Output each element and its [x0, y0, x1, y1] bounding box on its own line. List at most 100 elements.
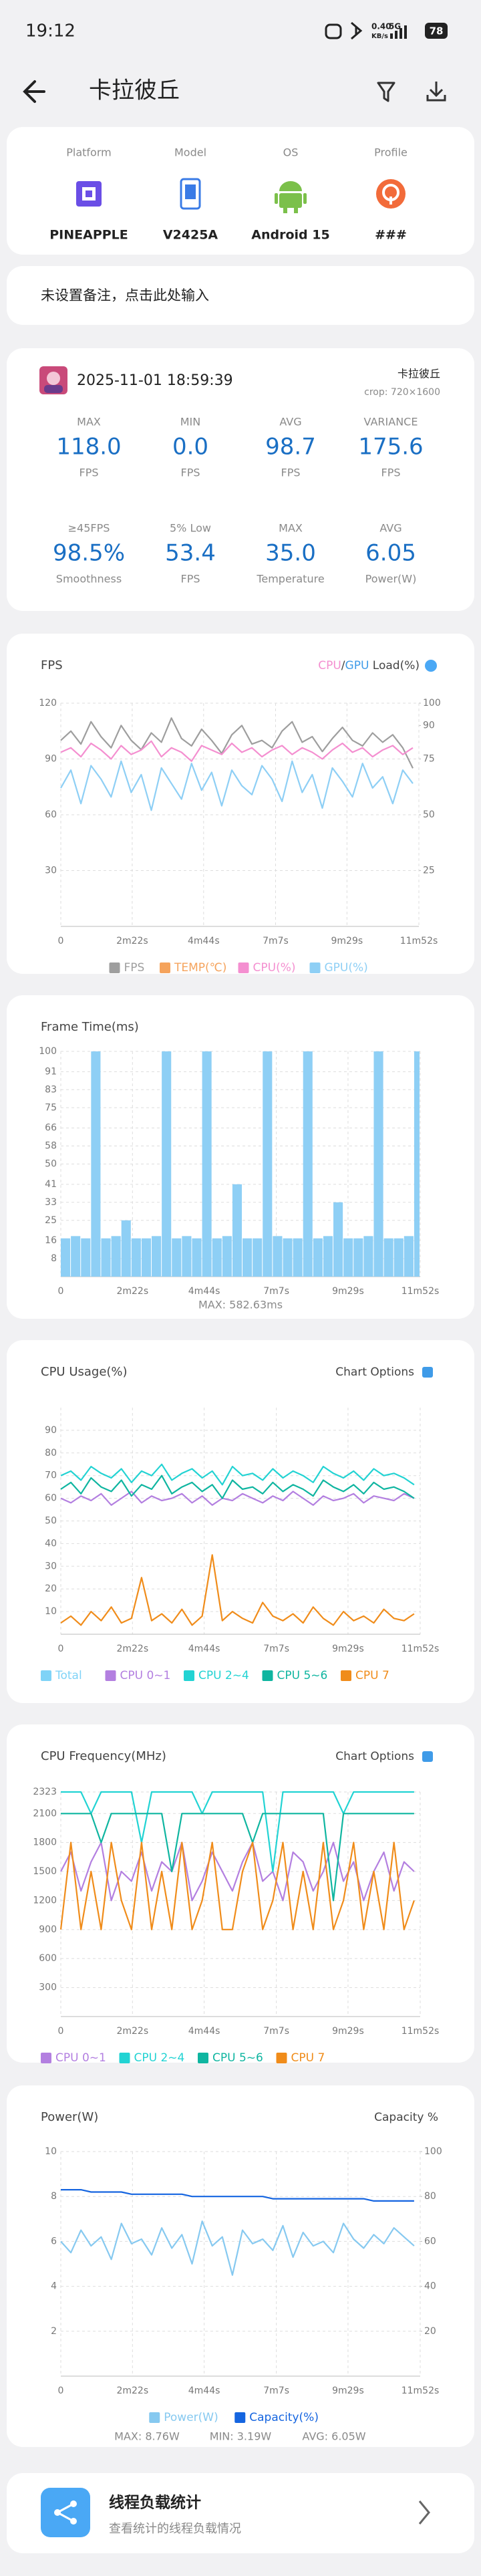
legend-label: Capacity(%) — [249, 2411, 319, 2424]
x-tick-label: 11m52s — [402, 1286, 440, 1297]
y-tick-label: 8 — [51, 2191, 57, 2202]
y-tick-label: 100 — [39, 1046, 57, 1057]
y-tick-label: 120 — [39, 698, 57, 709]
y-tick-label: 33 — [45, 1197, 57, 1208]
x-tick-label: 9m29s — [332, 2386, 364, 2396]
x-tick-label: 7m7s — [263, 936, 289, 946]
y2-label-part: CPU — [318, 659, 341, 672]
device-value: PINEAPPLE — [49, 228, 128, 243]
chart-card — [7, 634, 474, 974]
series-line — [59, 1841, 415, 1930]
y2-axis-label: Capacity % — [374, 2111, 438, 2124]
bar — [222, 1236, 232, 1277]
bar — [303, 1051, 313, 1277]
stat-value: 0.0 — [172, 434, 208, 461]
legend-label: CPU(%) — [253, 961, 296, 975]
legend-swatch — [41, 1670, 51, 1681]
legend-swatch — [184, 1670, 194, 1681]
y-tick-label: 75 — [45, 1102, 57, 1113]
stat-unit: FPS — [381, 467, 400, 479]
legend-swatch — [262, 1670, 273, 1681]
model-icon — [180, 178, 201, 210]
chart-options[interactable]: Chart Options — [335, 1366, 414, 1379]
legend-label: TEMP(℃) — [174, 961, 226, 975]
stat-unit: Power(W) — [365, 573, 417, 586]
note-text[interactable]: 未设置备注，点击此处输入 — [41, 287, 209, 303]
download-button[interactable] — [426, 82, 446, 102]
x-tick-label: 2m22s — [116, 1644, 148, 1654]
legend-swatch — [234, 2412, 246, 2423]
thread-card[interactable] — [7, 2473, 474, 2553]
legend-label: CPU 0~1 — [120, 1669, 171, 1682]
x-tick-label: 4m44s — [188, 1286, 220, 1297]
x-tick-label: 2m22s — [116, 2386, 148, 2396]
y-tick-label: 600 — [39, 1953, 57, 1964]
stat-unit: FPS — [281, 467, 300, 479]
bar — [182, 1236, 192, 1277]
series-line — [60, 1463, 415, 1486]
note-card[interactable] — [7, 266, 474, 325]
x-tick-label: 7m7s — [263, 2026, 289, 2037]
stat-unit: FPS — [79, 467, 98, 479]
y2-tick-label: 80 — [424, 2191, 436, 2202]
x-tick-label: 4m44s — [188, 2026, 220, 2037]
y-tick-label: 58 — [45, 1141, 57, 1152]
legend-label: CPU 0~1 — [55, 2051, 106, 2065]
options-icon[interactable] — [422, 1751, 433, 1762]
bar — [333, 1202, 343, 1277]
bar — [172, 1238, 182, 1277]
bar — [293, 1238, 303, 1277]
legend-swatch — [309, 962, 321, 973]
y-tick-label: 66 — [45, 1123, 57, 1134]
legend-swatch — [238, 962, 249, 973]
stat-unit: FPS — [180, 573, 200, 586]
series-line — [60, 1474, 415, 1499]
page-title: 卡拉彼丘 — [89, 78, 180, 104]
y-tick-label: 91 — [45, 1066, 57, 1077]
legend-label: CPU 5~6 — [277, 1669, 328, 1682]
y-tick-label: 50 — [45, 1159, 57, 1170]
stat-label: AVG — [279, 416, 301, 428]
y2-tick-label: 75 — [423, 754, 435, 765]
chart-card — [7, 2085, 474, 2447]
chart-title: CPU Usage(%) — [41, 1365, 128, 1379]
stat-label: 5% Low — [170, 522, 211, 535]
y2-label-part: Load(%) — [369, 659, 420, 672]
y2-tick-label: 90 — [423, 720, 435, 731]
bar — [232, 1184, 243, 1277]
bar — [162, 1051, 172, 1277]
y2-tick-label: 40 — [424, 2281, 436, 2292]
info-icon — [425, 660, 437, 672]
chart-title: Power(W) — [41, 2110, 98, 2124]
net-speed: 0.40 — [371, 22, 391, 31]
x-tick-label: 2m22s — [116, 936, 148, 946]
x-tick-label: 0 — [58, 936, 64, 946]
y-tick-label: 90 — [45, 754, 57, 765]
back-button[interactable] — [23, 80, 45, 103]
chart-card — [7, 1724, 474, 2063]
bar — [111, 1236, 121, 1277]
legend-label: FPS — [124, 961, 145, 975]
x-tick-label: 11m52s — [402, 1644, 440, 1654]
battery — [425, 23, 448, 39]
stat-unit: FPS — [180, 467, 200, 479]
y-tick-label: 30 — [45, 1561, 57, 1571]
chart-annotation: MAX: 582.63ms — [198, 1299, 283, 1311]
y-tick-label: 6 — [51, 2236, 57, 2246]
legend-swatch — [276, 2053, 287, 2063]
chart-options[interactable]: Chart Options — [335, 1750, 414, 1763]
series-line — [61, 2189, 414, 2202]
stat-label: MAX — [77, 416, 101, 428]
series-line — [60, 1554, 415, 1626]
chart-card — [7, 1340, 474, 1703]
y2-tick-label: 60 — [424, 2236, 436, 2246]
stat-value: 53.4 — [165, 540, 216, 567]
x-tick-label: 11m52s — [400, 936, 438, 946]
legend-swatch — [198, 2053, 208, 2063]
legend-label: CPU 2~4 — [198, 1669, 249, 1682]
status-icons — [325, 21, 363, 40]
options-icon[interactable] — [422, 1367, 433, 1378]
filter-button[interactable] — [377, 82, 395, 102]
